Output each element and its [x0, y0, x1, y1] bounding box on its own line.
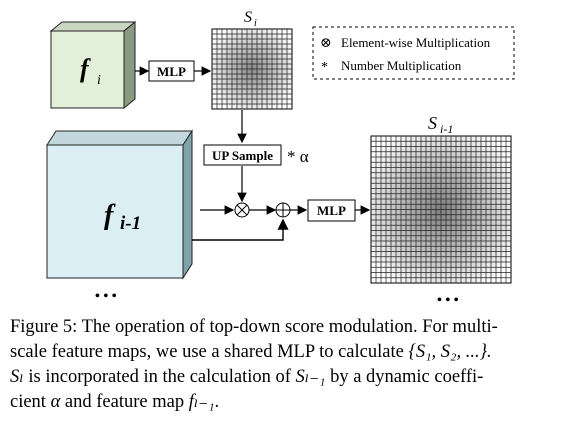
caption-line-4a: cient [10, 392, 51, 412]
mlp-top-label: MLP [157, 64, 186, 79]
caption-line-3b: by a dynamic coeffi- [325, 367, 484, 387]
mlp-top-box: MLP [148, 60, 195, 82]
caption-math-alpha: α [50, 392, 61, 412]
figure-caption: Figure 5: The operation of top-down scor… [10, 315, 570, 415]
legend-symbol-number: * [321, 60, 328, 75]
caption-line-4b: and feature map [60, 392, 189, 412]
caption-line-4c: . [214, 392, 220, 412]
legend-text-number: Number Multiplication [341, 58, 462, 73]
si-1-label: S [428, 113, 437, 133]
mlp-bottom-box: MLP [307, 199, 356, 222]
caption-math-fl-1: fₗ₋₁ [188, 392, 215, 412]
legend: ⊗ Element-wise Multiplication * Number M… [312, 26, 515, 80]
add-op [275, 202, 291, 218]
score-map-si-1 [370, 135, 512, 284]
caption-line-3a: is incorporated in the calculation of [23, 367, 296, 387]
legend-text-elementwise: Element-wise Multiplication [341, 35, 491, 50]
si-label-sub: i [254, 18, 257, 29]
caption-math-sl-1: Sₗ₋₁ [295, 367, 326, 387]
elementwise-multiply-op [234, 202, 250, 218]
si-1-label-sub: i-1 [440, 122, 453, 136]
alpha-multiplier: * α [287, 147, 309, 166]
fi-label-sub: i [97, 73, 101, 88]
ellipsis-left: • • • [95, 289, 117, 304]
diagram: f i MLP S i ⊗ Element-wise Multiplicatio… [46, 9, 515, 308]
upsample-label: UP Sample [212, 148, 273, 163]
fi-1-label-sub: i-1 [120, 213, 141, 234]
fi-label: f [80, 54, 91, 83]
feature-map-fi-1: f i-1 [46, 129, 193, 280]
si-label: S [244, 9, 252, 26]
fi-1-label: f [104, 200, 116, 231]
caption-math-sl: Sₗ [10, 367, 24, 387]
ellipsis-right: • • • [437, 293, 459, 308]
score-map-si [211, 28, 293, 110]
upsample-box: UP Sample [203, 144, 282, 166]
caption-math-set: {S₁, S₂, ...}. [408, 342, 492, 362]
caption-line-1: Figure 5: The operation of top-down scor… [10, 317, 498, 337]
caption-line-2a: scale feature maps, we use a shared MLP … [10, 342, 409, 362]
feature-map-fi: f i [49, 20, 137, 110]
mlp-bottom-label: MLP [317, 203, 346, 218]
legend-symbol-elementwise: ⊗ [320, 36, 332, 51]
